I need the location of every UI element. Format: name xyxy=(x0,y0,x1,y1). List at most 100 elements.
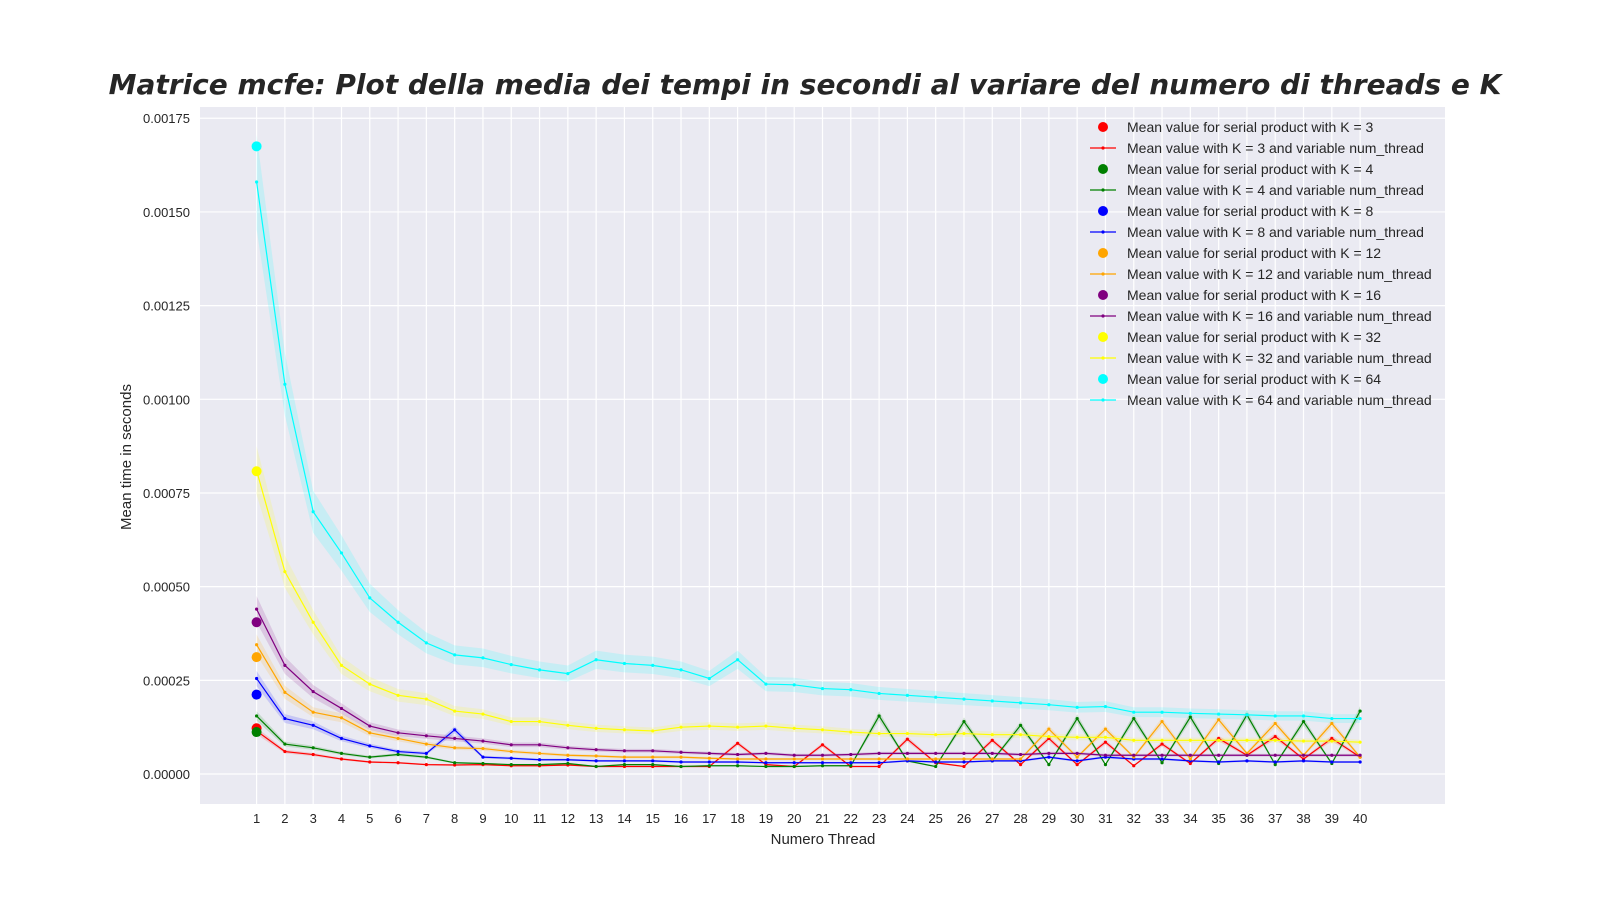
legend-marker-point xyxy=(1101,230,1105,234)
series-point xyxy=(453,728,457,732)
series-point xyxy=(1358,716,1362,721)
series-point xyxy=(736,752,740,757)
series-point xyxy=(764,761,768,765)
legend-marker-point xyxy=(1101,398,1105,402)
x-tick-label: 6 xyxy=(394,811,401,826)
series-point xyxy=(1103,704,1108,709)
series-point xyxy=(1018,752,1023,757)
series-point xyxy=(679,725,683,729)
series-point xyxy=(311,710,315,714)
series-point xyxy=(736,741,740,745)
series-point xyxy=(1047,734,1051,739)
series-point xyxy=(1047,727,1051,731)
series-point xyxy=(1217,712,1221,716)
series-point xyxy=(792,726,796,730)
series-point xyxy=(283,382,287,386)
x-tick-label: 15 xyxy=(645,811,659,826)
series-point xyxy=(622,755,627,759)
series-point xyxy=(934,751,938,756)
series-point xyxy=(396,749,400,754)
series-point xyxy=(311,620,315,624)
x-tick-label: 32 xyxy=(1127,811,1141,826)
series-point xyxy=(283,690,287,694)
series-point xyxy=(1160,753,1164,757)
series-point xyxy=(1160,761,1164,765)
series-point xyxy=(481,739,485,743)
x-axis-ticks: 1 2 3 4 5 6 7 8 9 10 11 12 13 14 15 16 17 18 19 20 21 22 23 24 2… xyxy=(253,811,1367,826)
legend-marker-point xyxy=(1101,188,1105,192)
series-point xyxy=(849,752,853,757)
series-point xyxy=(877,757,881,761)
series-point xyxy=(905,731,909,736)
x-tick-label: 23 xyxy=(872,811,886,826)
series-point xyxy=(1103,735,1108,739)
series-point xyxy=(1358,740,1362,744)
series-point xyxy=(594,658,598,662)
series-point xyxy=(311,723,315,727)
series-point xyxy=(1132,716,1136,721)
series-point xyxy=(424,742,428,746)
series-point xyxy=(1018,723,1023,727)
series-point xyxy=(651,763,655,767)
series-point xyxy=(537,719,542,724)
chart-title: Matrice mcfe: Plot della media dei tempi… xyxy=(108,68,1502,101)
series-point xyxy=(1358,709,1362,713)
series-point xyxy=(1245,753,1249,757)
series-point xyxy=(679,755,683,759)
series-point xyxy=(481,755,485,759)
serial-point-1 xyxy=(251,727,262,738)
legend-label: Mean value with K = 16 and variable num_… xyxy=(1127,308,1432,324)
series-point xyxy=(764,724,768,728)
series-point xyxy=(368,755,372,759)
series-point xyxy=(339,551,344,555)
series-point xyxy=(566,723,570,727)
series-point xyxy=(453,736,457,741)
series-point xyxy=(1018,763,1023,767)
x-tick-label: 29 xyxy=(1042,811,1056,826)
series-point xyxy=(509,749,513,754)
x-tick-label: 27 xyxy=(985,811,999,826)
series-point xyxy=(1075,763,1079,767)
legend-label: Mean value with K = 64 and variable num_… xyxy=(1127,392,1432,408)
x-tick-label: 36 xyxy=(1240,811,1254,826)
y-axis-label: Mean time in seconds xyxy=(118,384,135,530)
x-tick-label: 30 xyxy=(1070,811,1084,826)
series-point xyxy=(849,730,853,734)
x-tick-label: 34 xyxy=(1183,811,1197,826)
legend-label: Mean value with K = 4 and variable num_t… xyxy=(1127,182,1424,198)
series-point xyxy=(339,716,344,720)
series-line-2 xyxy=(256,678,1361,764)
y-tick-label: 0.00075 xyxy=(143,486,190,501)
x-tick-label: 8 xyxy=(451,811,458,826)
series-point xyxy=(481,656,485,660)
series-point xyxy=(877,691,881,696)
series-point xyxy=(1188,738,1192,742)
series-point xyxy=(1018,733,1023,737)
y-tick-label: 0.00100 xyxy=(143,392,190,407)
series-point xyxy=(707,724,711,728)
x-tick-label: 13 xyxy=(589,811,603,826)
series-point xyxy=(1330,739,1334,743)
x-tick-label: 10 xyxy=(504,811,518,826)
series-point xyxy=(453,746,457,750)
series-point xyxy=(594,759,598,763)
series-point xyxy=(339,706,344,711)
series-point xyxy=(1160,710,1164,714)
y-tick-label: 0.00000 xyxy=(143,767,190,782)
series-point xyxy=(424,763,428,767)
series-point xyxy=(1047,751,1051,756)
x-tick-label: 2 xyxy=(281,811,288,826)
series-point xyxy=(764,757,768,761)
series-point xyxy=(254,714,259,718)
series-line-4 xyxy=(256,608,1361,756)
series-point xyxy=(707,751,711,756)
legend-marker-point xyxy=(1101,272,1105,276)
series-point xyxy=(396,736,400,741)
series-point xyxy=(368,724,372,728)
x-tick-label: 33 xyxy=(1155,811,1169,826)
series-point xyxy=(509,663,513,667)
x-tick-label: 1 xyxy=(253,811,260,826)
series-point xyxy=(764,764,768,769)
series-point xyxy=(453,761,457,765)
x-tick-label: 35 xyxy=(1211,811,1225,826)
